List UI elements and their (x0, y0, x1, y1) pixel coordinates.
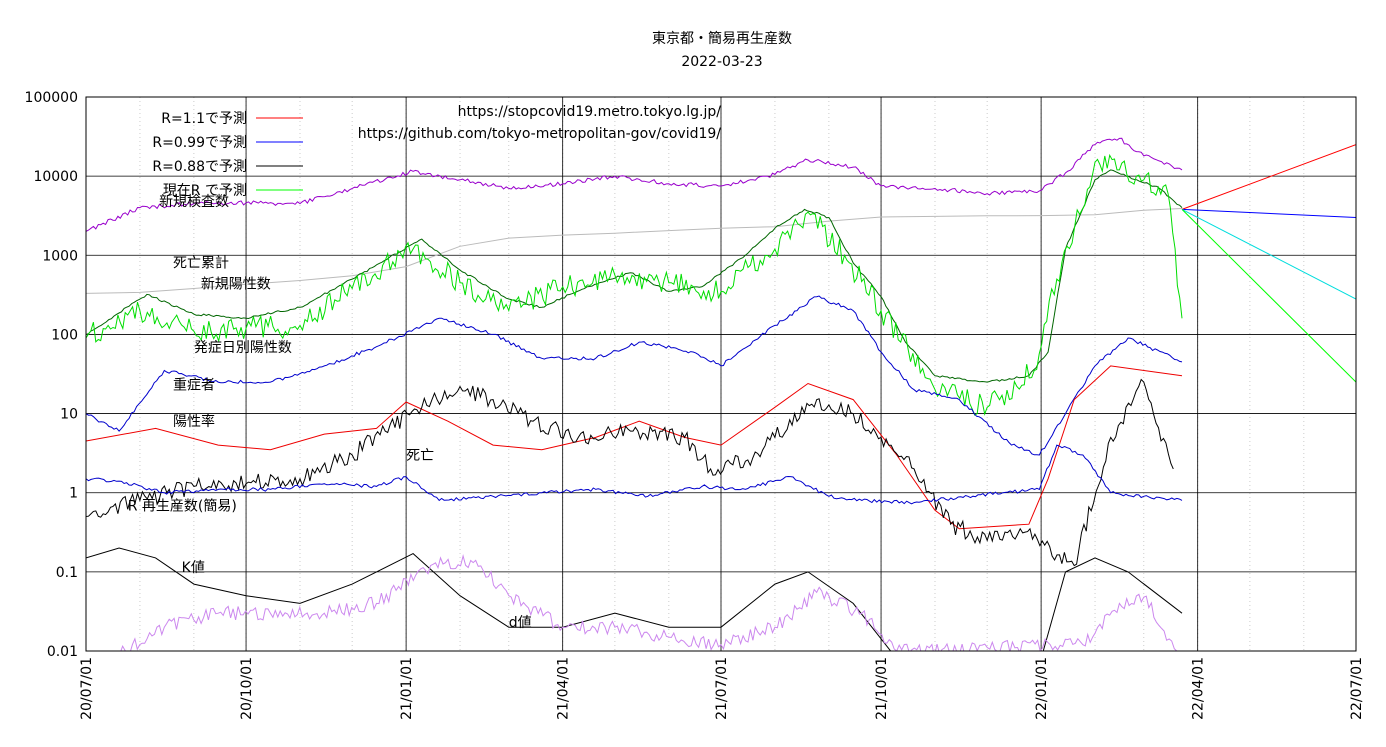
series-line (86, 444, 1183, 505)
chart-subtitle: 2022-03-23 (681, 54, 762, 70)
y-tick-label: 100000 (25, 90, 78, 106)
x-tick-label: 21/04/01 (556, 657, 572, 720)
x-tick-label: 21/10/01 (874, 657, 890, 720)
legend-label: R=1.1で予測 (161, 111, 247, 127)
chart-title: 東京都・簡易再生産数 (652, 31, 792, 47)
y-tick-label: 1 (69, 486, 78, 502)
legend-label: 現在R で予測 (163, 183, 247, 199)
series-annotation: 新規検査数 (159, 194, 229, 210)
series-line (1181, 208, 1356, 218)
series-line (86, 547, 1183, 651)
y-tick-label: 0.1 (56, 565, 78, 581)
x-tick-label: 22/04/01 (1191, 657, 1207, 720)
legend-label: R=0.88で予測 (152, 159, 247, 175)
x-tick-label: 22/01/01 (1034, 657, 1050, 720)
series-annotation: 新規陽性数 (201, 277, 271, 293)
series-annotation: R 再生産数(簡易) (128, 498, 237, 514)
series-annotation: 死亡 (406, 448, 434, 464)
x-tick-label: 20/07/01 (79, 657, 95, 720)
source-url: https://github.com/tokyo-metropolitan-go… (358, 126, 722, 142)
plot-frame (85, 96, 1357, 652)
y-tick-label: 1000 (42, 248, 78, 264)
series-annotation: 重症者 (173, 378, 215, 394)
series-line (86, 153, 1183, 416)
legend-label: R=0.99で予測 (152, 135, 247, 151)
source-url: https://stopcovid19.metro.tokyo.lg.jp/ (458, 104, 722, 120)
y-tick-label: 10000 (33, 169, 78, 185)
x-tick-label: 20/10/01 (239, 657, 255, 720)
series-line (1181, 209, 1356, 383)
series-annotation: 死亡累計 (173, 256, 229, 272)
series-line (86, 295, 1183, 456)
y-tick-label: 0.01 (47, 644, 78, 660)
series-line (1181, 144, 1356, 210)
series-annotation: 陽性率 (173, 413, 215, 430)
series-line (1181, 208, 1356, 300)
x-tick-label: 22/07/01 (1349, 657, 1365, 720)
series-line (86, 378, 1174, 567)
source-urls: https://stopcovid19.metro.tokyo.lg.jp/ht… (358, 104, 722, 142)
series-line (120, 554, 1178, 651)
series-line (86, 137, 1183, 232)
series-line (86, 208, 1183, 294)
y-tick-label: 10 (60, 407, 78, 423)
series-line (86, 169, 1183, 383)
series-annotation: K値 (182, 560, 205, 576)
y-tick-label: 100 (51, 327, 78, 343)
series-layer (86, 137, 1356, 651)
series-annotation: 発症日別陽性数 (194, 340, 292, 356)
x-tick-label: 21/07/01 (714, 657, 730, 720)
series-annotation: d値 (509, 615, 532, 631)
x-tick-label: 21/01/01 (399, 657, 415, 720)
